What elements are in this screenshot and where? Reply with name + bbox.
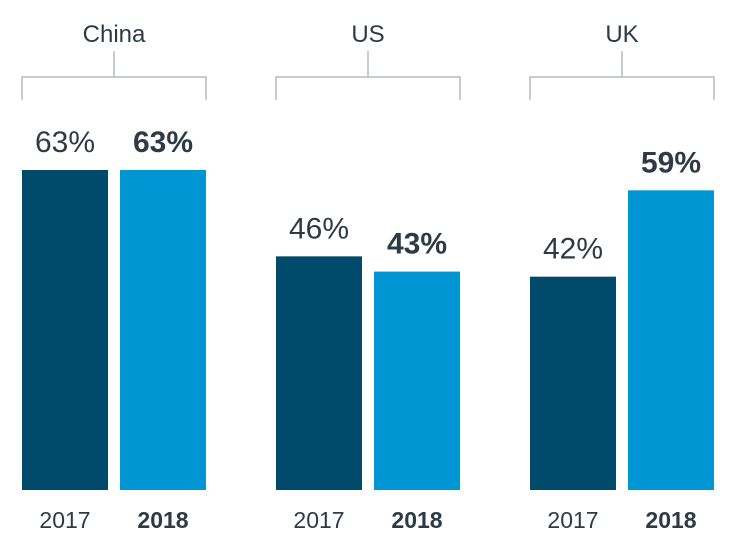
group-label-us: US bbox=[351, 21, 384, 48]
value-label-china-2018: 63% bbox=[133, 126, 193, 159]
bar-groups: China 63% 2017 63% 2018 US 46% 2017 43% 2018 UK 42%… bbox=[21, 21, 715, 533]
bar-group-china: China 63% 2017 63% 2018 bbox=[21, 21, 207, 533]
value-label-uk-2018: 59% bbox=[641, 146, 701, 179]
bar-us-2017 bbox=[276, 256, 362, 490]
year-label-us-2017: 2017 bbox=[293, 507, 344, 533]
bar-group-us: US 46% 2017 43% 2018 bbox=[275, 21, 461, 533]
year-label-china-2018: 2018 bbox=[137, 507, 188, 533]
group-label-uk: UK bbox=[605, 21, 638, 48]
bar-uk-2017 bbox=[530, 276, 616, 490]
group-bracket bbox=[21, 51, 207, 100]
value-label-china-2017: 63% bbox=[35, 126, 95, 159]
bar-china-2018 bbox=[120, 170, 206, 490]
year-label-uk-2018: 2018 bbox=[645, 507, 696, 533]
group-bracket bbox=[529, 51, 715, 100]
group-bracket bbox=[275, 51, 461, 100]
value-label-us-2018: 43% bbox=[387, 228, 447, 261]
year-label-us-2018: 2018 bbox=[391, 507, 442, 533]
year-label-china-2017: 2017 bbox=[39, 507, 90, 533]
value-label-us-2017: 46% bbox=[289, 212, 349, 245]
group-label-china: China bbox=[83, 21, 146, 48]
bar-uk-2018 bbox=[628, 190, 714, 491]
year-label-uk-2017: 2017 bbox=[547, 507, 598, 533]
bar-group-uk: UK 42% 2017 59% 2018 bbox=[529, 21, 715, 533]
bar-us-2018 bbox=[374, 271, 460, 490]
value-label-uk-2017: 42% bbox=[543, 233, 603, 266]
bar-china-2017 bbox=[22, 170, 108, 490]
